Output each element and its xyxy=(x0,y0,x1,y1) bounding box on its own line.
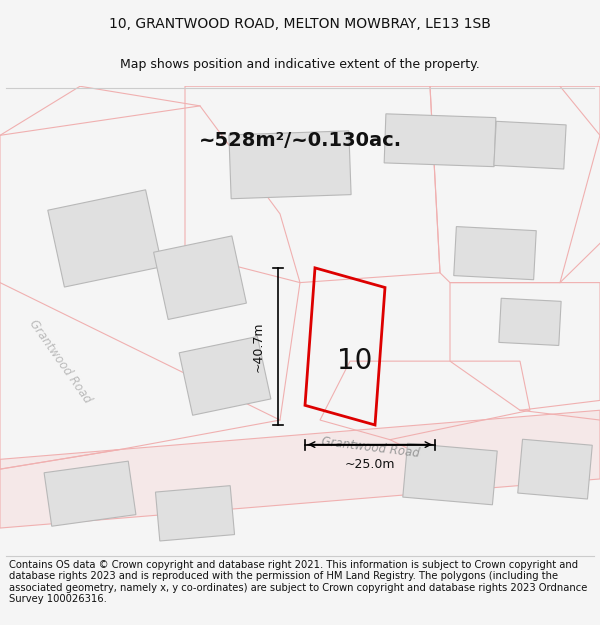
Text: ~25.0m: ~25.0m xyxy=(345,458,395,471)
Text: Contains OS data © Crown copyright and database right 2021. This information is : Contains OS data © Crown copyright and d… xyxy=(9,559,587,604)
Polygon shape xyxy=(384,114,496,167)
Polygon shape xyxy=(179,336,271,415)
Text: Grantwood Road: Grantwood Road xyxy=(26,317,94,406)
Polygon shape xyxy=(403,443,497,505)
Polygon shape xyxy=(0,410,600,528)
Polygon shape xyxy=(454,227,536,280)
Polygon shape xyxy=(494,121,566,169)
Text: 10, GRANTWOOD ROAD, MELTON MOWBRAY, LE13 1SB: 10, GRANTWOOD ROAD, MELTON MOWBRAY, LE13… xyxy=(109,17,491,31)
Polygon shape xyxy=(499,298,561,346)
Text: Map shows position and indicative extent of the property.: Map shows position and indicative extent… xyxy=(120,58,480,71)
Text: ~40.7m: ~40.7m xyxy=(251,321,265,372)
Text: Grantwood Road: Grantwood Road xyxy=(320,435,420,460)
Polygon shape xyxy=(518,439,592,499)
Polygon shape xyxy=(44,461,136,526)
Polygon shape xyxy=(229,131,351,199)
Polygon shape xyxy=(48,190,162,287)
Polygon shape xyxy=(154,236,247,319)
Text: 10: 10 xyxy=(337,347,373,375)
Text: ~528m²/~0.130ac.: ~528m²/~0.130ac. xyxy=(199,131,401,150)
Polygon shape xyxy=(155,486,235,541)
